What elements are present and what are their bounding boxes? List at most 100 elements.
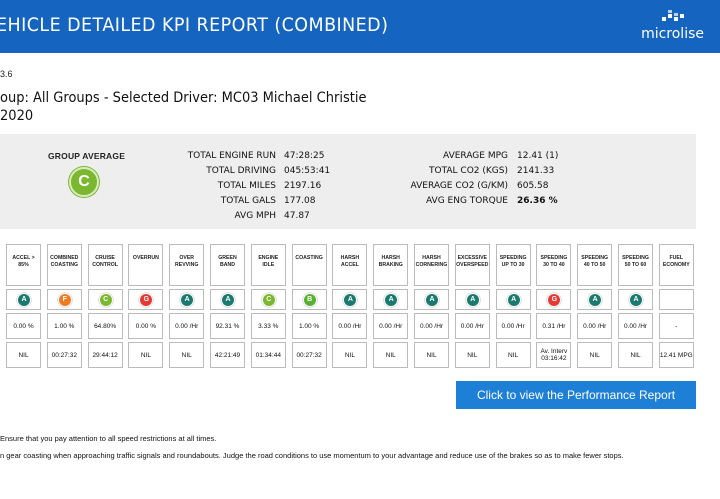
kpi-header: GREEN BAND	[210, 244, 245, 286]
kpi-header: COASTING	[291, 244, 327, 286]
kpi-grade-cell: A	[210, 289, 245, 310]
kpi-value: 0.31 /Hr	[536, 313, 572, 339]
kpi-header: SPEEDING UP TO 30	[495, 244, 531, 286]
kpi-header: HARSH CORNERING	[414, 244, 449, 286]
kpi-grade-badge: A	[385, 294, 398, 306]
kpi-grade-badge: B	[303, 294, 316, 306]
kpi-time: 42:21:49	[210, 342, 245, 368]
summary-panel: GROUP AVERAGE C TOTAL ENGINE RUN 47:28:2…	[0, 134, 696, 229]
kpi-time: NIL	[6, 342, 41, 368]
kpi-value: 0.00 /Hr	[618, 313, 653, 339]
kpi-grade-badge: C	[99, 294, 112, 306]
kpi-grade-cell: A	[169, 289, 205, 310]
stat-average-mpg: AVERAGE MPG 12.41 (1)	[0, 151, 720, 165]
stat-total-co2: TOTAL CO2 (KGS) 2141.33	[0, 166, 720, 180]
kpi-grade-cell: A	[373, 289, 409, 310]
kpi-grade-badge: A	[589, 294, 602, 306]
kpi-value: 1.00 %	[46, 313, 82, 339]
kpi-time: NIL	[128, 342, 164, 368]
kpi-grade-cell: G	[128, 289, 164, 310]
report-header: EHICLE DETAILED KPI REPORT (COMBINED) mi…	[0, 0, 720, 53]
stat-label: TOTAL ENGINE RUN	[187, 151, 276, 161]
stat-value: 045:53:41	[284, 166, 331, 176]
kpi-time: 01:34:44	[250, 342, 286, 368]
kpi-grade-badge: A	[222, 294, 234, 306]
stat-value: 47:28:25	[284, 151, 325, 161]
kpi-header: SPEEDING 30 TO 40	[536, 244, 572, 286]
kpi-time: NIL	[332, 342, 368, 368]
stat-avg-eng-torque: AVG ENG TORQUE 26.36 %	[0, 196, 720, 210]
kpi-grade-badge: A	[630, 294, 642, 306]
group-average-grade-badge: C	[69, 167, 99, 197]
kpi-header: OVERRUN	[128, 244, 164, 286]
kpi-time: 00:27:32	[291, 342, 327, 368]
kpi-grade-cell: A	[618, 289, 653, 310]
kpi-value: 0.00 /Hr	[414, 313, 449, 339]
stat-label: TOTAL CO2 (KGS)	[429, 166, 508, 176]
stat-value: 12.41 (1)	[517, 151, 559, 161]
tip-gear-coasting: n gear coasting when approaching traffic…	[0, 451, 624, 460]
stat-value: 177.08	[284, 196, 316, 206]
kpi-header: COMBINED COASTING	[46, 244, 82, 286]
kpi-time: 29:44:12	[87, 342, 123, 368]
tip-speed-restrictions: Ensure that you pay attention to all spe…	[0, 434, 217, 443]
kpi-value: 0.00 /Hr	[332, 313, 368, 339]
stat-avg-mph: AVG MPH 47.87	[0, 211, 720, 225]
kpi-value: -	[658, 313, 694, 339]
report-date-line: 2020	[0, 108, 34, 124]
kpi-grade-badge: A	[507, 294, 520, 306]
report-version: 3.6	[0, 69, 13, 79]
kpi-value: 0.00 /Hr	[373, 313, 409, 339]
kpi-header: ACCEL > 85%	[6, 244, 41, 286]
kpi-time: Av. Interv 03:16:42	[536, 342, 572, 368]
kpi-grade-badge: F	[58, 294, 71, 306]
kpi-time: NIL	[454, 342, 490, 368]
stat-total-engine-run: TOTAL ENGINE RUN 47:28:25	[0, 151, 720, 165]
kpi-grade-cell: C	[87, 289, 123, 310]
view-performance-report-button[interactable]: Click to view the Performance Report	[456, 381, 696, 409]
kpi-grade-badge: A	[18, 294, 30, 306]
kpi-header: ENGINE IDLE	[250, 244, 286, 286]
kpi-grade-cell: A	[495, 289, 531, 310]
kpi-value: 92.31 %	[210, 313, 245, 339]
stat-label: TOTAL DRIVING	[206, 166, 276, 176]
kpi-time: NIL	[577, 342, 613, 368]
group-driver-line: oup: All Groups - Selected Driver: MC03 …	[0, 90, 367, 106]
kpi-value: 0.00 /Hr	[577, 313, 613, 339]
stat-total-miles: TOTAL MILES 2197.16	[0, 181, 720, 195]
kpi-time: NIL	[618, 342, 653, 368]
logo-mark-icon	[661, 10, 684, 21]
kpi-grade-cell: G	[536, 289, 572, 310]
kpi-header: SPEEDING 40 TO 50	[577, 244, 613, 286]
kpi-value: 3.33 %	[250, 313, 286, 339]
stat-label: TOTAL MILES	[217, 181, 276, 191]
kpi-header: EXCESSIVE OVERSPEED	[454, 244, 490, 286]
stat-value: 47.87	[284, 211, 310, 221]
kpi-value: 0.00 /Hr	[454, 313, 490, 339]
stat-total-driving: TOTAL DRIVING 045:53:41	[0, 166, 720, 180]
kpi-time: 00:27:32	[46, 342, 82, 368]
kpi-grade-cell	[658, 289, 694, 310]
kpi-value: 0.00 %	[128, 313, 164, 339]
kpi-value: 0.00 /Hr	[169, 313, 205, 339]
stat-label: AVERAGE MPG	[443, 151, 508, 161]
kpi-grade-badge: A	[344, 294, 357, 306]
kpi-grade-cell: B	[291, 289, 327, 310]
kpi-header: HARSH ACCEL	[332, 244, 368, 286]
kpi-value: 0.00 %	[6, 313, 41, 339]
kpi-time: NIL	[373, 342, 409, 368]
kpi-grade-badge: G	[140, 294, 153, 306]
kpi-time: NIL	[414, 342, 449, 368]
stat-average-co2: AVERAGE CO2 (G/KM) 605.58	[0, 181, 720, 195]
kpi-header: SPEEDING 50 TO 60	[618, 244, 653, 286]
stat-value: 26.36 %	[517, 196, 558, 206]
kpi-grade-badge: A	[181, 294, 194, 306]
stat-total-gals: TOTAL GALS 177.08	[0, 196, 720, 210]
kpi-header: FUEL ECONOMY	[658, 244, 694, 286]
kpi-time: 12.41 MPG	[658, 342, 694, 368]
group-average-label: GROUP AVERAGE	[48, 151, 126, 161]
kpi-grade-badge: A	[466, 294, 479, 306]
kpi-value: 1.00 %	[291, 313, 327, 339]
kpi-grade-badge: A	[426, 294, 438, 306]
kpi-time: NIL	[169, 342, 205, 368]
